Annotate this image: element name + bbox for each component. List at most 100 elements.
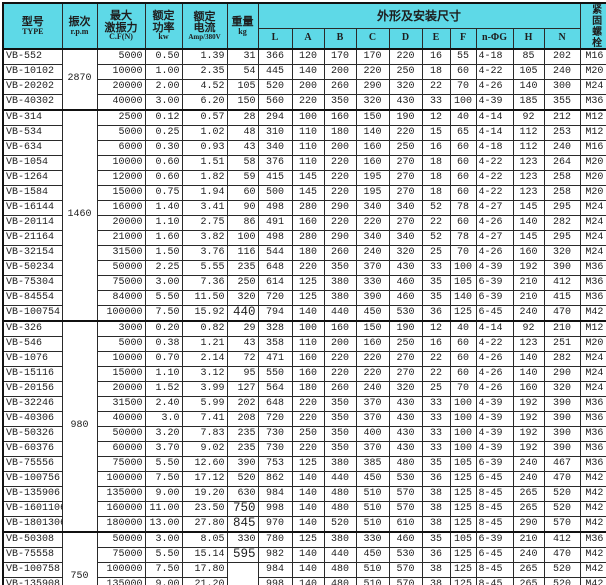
col-header-dim-H: H xyxy=(512,28,545,50)
cell-force: 135000 xyxy=(96,577,146,585)
cell-dim-n-ΦG: 4-14 xyxy=(475,109,514,126)
cell-dim-D: 460 xyxy=(388,290,423,306)
cell-dim-F: 105 xyxy=(449,456,477,472)
cell-dim-B: 220 xyxy=(323,185,357,201)
cell-bolt: M20 xyxy=(579,185,606,201)
cell-model: VB-40302 xyxy=(2,94,63,111)
cell-dim-H: 123 xyxy=(512,155,545,171)
cell-dim-L: 794 xyxy=(257,305,293,322)
cell-bolt: M12 xyxy=(579,320,606,337)
cell-power: 3.20 xyxy=(144,426,183,442)
cell-dim-D: 270 xyxy=(388,215,423,231)
cell-dim-F: 60 xyxy=(449,155,477,171)
cell-model: VB-100754 xyxy=(2,305,63,322)
cell-dim-B: 350 xyxy=(323,426,357,442)
cell-dim-n-ΦG: 4-22 xyxy=(475,170,514,186)
cell-model: VB-1264 xyxy=(2,170,63,186)
cell-current: 0.57 xyxy=(181,109,228,126)
cell-dim-C: 370 xyxy=(355,396,390,412)
cell-power: 0.12 xyxy=(144,109,183,126)
cell-dim-F: 78 xyxy=(449,200,477,216)
cell-dim-C: 220 xyxy=(355,351,390,367)
cell-dim-A: 140 xyxy=(291,516,325,533)
cell-power: 3.00 xyxy=(144,275,183,291)
cell-dim-F: 125 xyxy=(449,305,477,322)
cell-dim-N: 467 xyxy=(543,456,581,472)
cell-dim-F: 125 xyxy=(449,562,477,578)
cell-weight: 595 xyxy=(226,547,259,563)
cell-force: 100000 xyxy=(96,471,146,487)
cell-force: 5000 xyxy=(96,48,146,65)
cell-dim-n-ΦG: 8-45 xyxy=(475,486,514,502)
cell-dim-E: 12 xyxy=(421,320,451,337)
cell-power: 1.10 xyxy=(144,366,183,382)
cell-dim-B: 380 xyxy=(323,290,357,306)
cell-model: VB-75304 xyxy=(2,275,63,291)
cell-dim-n-ΦG: 8-45 xyxy=(475,562,514,578)
cell-dim-B: 480 xyxy=(323,486,357,502)
cell-power: 0.30 xyxy=(144,140,183,156)
col-header-force: 最大 激振力 C.F(N) xyxy=(96,2,146,50)
cell-power: 1.52 xyxy=(144,381,183,397)
cell-dim-A: 180 xyxy=(291,245,325,261)
cell-weight: 60 xyxy=(226,185,259,201)
cell-model: VB-1801306 xyxy=(2,516,63,533)
col-header-power-zh: 额定 功率 xyxy=(152,9,175,34)
cell-power: 3.00 xyxy=(144,94,183,111)
cell-dim-N: 520 xyxy=(543,562,581,578)
cell-rpm: 1460 xyxy=(61,109,98,322)
cell-dim-D: 430 xyxy=(388,411,423,427)
cell-dim-C: 220 xyxy=(355,64,390,80)
cell-dim-H: 265 xyxy=(512,501,545,517)
cell-current: 3.76 xyxy=(181,245,228,261)
cell-dim-B: 260 xyxy=(323,79,357,95)
cell-dim-F: 100 xyxy=(449,426,477,442)
cell-dim-F: 40 xyxy=(449,320,477,337)
cell-force: 75000 xyxy=(96,456,146,472)
cell-power: 0.50 xyxy=(144,48,183,65)
col-header-dimensions-title: 外形及安装尺寸 xyxy=(257,2,581,30)
cell-dim-H: 185 xyxy=(512,94,545,111)
cell-weight: 43 xyxy=(226,140,259,156)
cell-dim-E: 18 xyxy=(421,170,451,186)
cell-power: 3.70 xyxy=(144,441,183,457)
cell-dim-L: 491 xyxy=(257,215,293,231)
cell-dim-B: 180 xyxy=(323,125,357,141)
cell-weight: 28 xyxy=(226,109,259,126)
cell-force: 5000 xyxy=(96,125,146,141)
cell-dim-B: 440 xyxy=(323,471,357,487)
cell-force: 100000 xyxy=(96,562,146,578)
cell-dim-B: 380 xyxy=(323,531,357,548)
cell-dim-D: 190 xyxy=(388,320,423,337)
cell-power: 9.00 xyxy=(144,577,183,585)
cell-dim-H: 240 xyxy=(512,471,545,487)
cell-dim-C: 150 xyxy=(355,320,390,337)
cell-weight: 250 xyxy=(226,275,259,291)
cell-model: VB-1076 xyxy=(2,351,63,367)
cell-force: 40000 xyxy=(96,94,146,111)
cell-power: 1.10 xyxy=(144,215,183,231)
cell-weight: 127 xyxy=(226,381,259,397)
cell-dim-H: 140 xyxy=(512,351,545,367)
cell-dim-D: 460 xyxy=(388,275,423,291)
col-header-anchor-bolt: 紧固螺栓 xyxy=(579,2,606,50)
cell-dim-n-ΦG: 6-39 xyxy=(475,456,514,472)
cell-current: 3.41 xyxy=(181,200,228,216)
cell-dim-F: 125 xyxy=(449,577,477,585)
col-header-power-sub: kw xyxy=(158,32,169,42)
cell-force: 84000 xyxy=(96,290,146,306)
cell-current: 0.93 xyxy=(181,140,228,156)
table-row: VB-50308 750 50000 3.00 8.05 330 780 125 380 330 4… xyxy=(2,531,606,585)
cell-dim-n-ΦG: 4-22 xyxy=(475,185,514,201)
cell-dim-F: 60 xyxy=(449,215,477,231)
cell-dim-D: 430 xyxy=(388,260,423,276)
cell-dim-C: 170 xyxy=(355,48,390,65)
cell-dim-A: 140 xyxy=(291,486,325,502)
cell-dim-E: 38 xyxy=(421,562,451,578)
cell-current: 3.82 xyxy=(181,230,228,246)
cell-current: 4.52 xyxy=(181,79,228,95)
cell-dim-C: 330 xyxy=(355,275,390,291)
col-header-current-zh: 额定 电流 xyxy=(193,9,216,35)
cell-dim-E: 22 xyxy=(421,79,451,95)
